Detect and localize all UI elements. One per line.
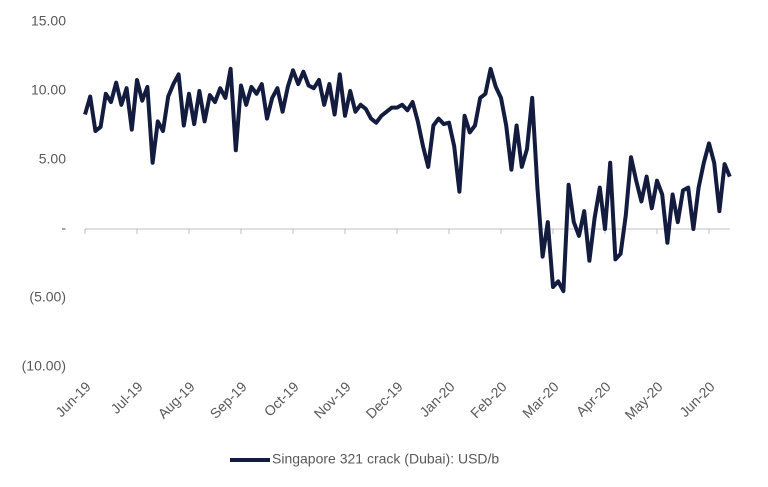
y-tick-label: 5.00 [39, 151, 66, 167]
x-tick-label: Jun-20 [676, 378, 718, 420]
legend-label: Singapore 321 crack (Dubai): USD/b [272, 451, 499, 467]
series-line [83, 66, 732, 294]
x-tick-label: Nov-19 [311, 378, 354, 421]
x-tick-label: Sep-19 [206, 378, 249, 421]
x-tick-label: Dec-19 [363, 378, 406, 421]
y-tick-label: (10.00) [22, 358, 66, 374]
y-tick-label: 10.00 [31, 82, 66, 98]
x-tick-label: Apr-20 [573, 378, 614, 419]
x-tick-label: Jul-19 [107, 378, 145, 416]
x-tick-label: Aug-19 [154, 378, 197, 421]
x-tick-label: Jun-19 [52, 378, 94, 420]
x-tick-label: Oct-19 [261, 378, 302, 419]
x-tick-label: Feb-20 [467, 378, 510, 421]
y-tick-label: - [61, 220, 66, 236]
y-tick-label: (5.00) [29, 289, 66, 305]
x-tick-label: May-20 [621, 378, 665, 422]
y-tick-label: 15.00 [31, 13, 66, 29]
x-tick-label: Jan-20 [416, 378, 458, 420]
x-tick-label: Mar-20 [519, 378, 562, 421]
